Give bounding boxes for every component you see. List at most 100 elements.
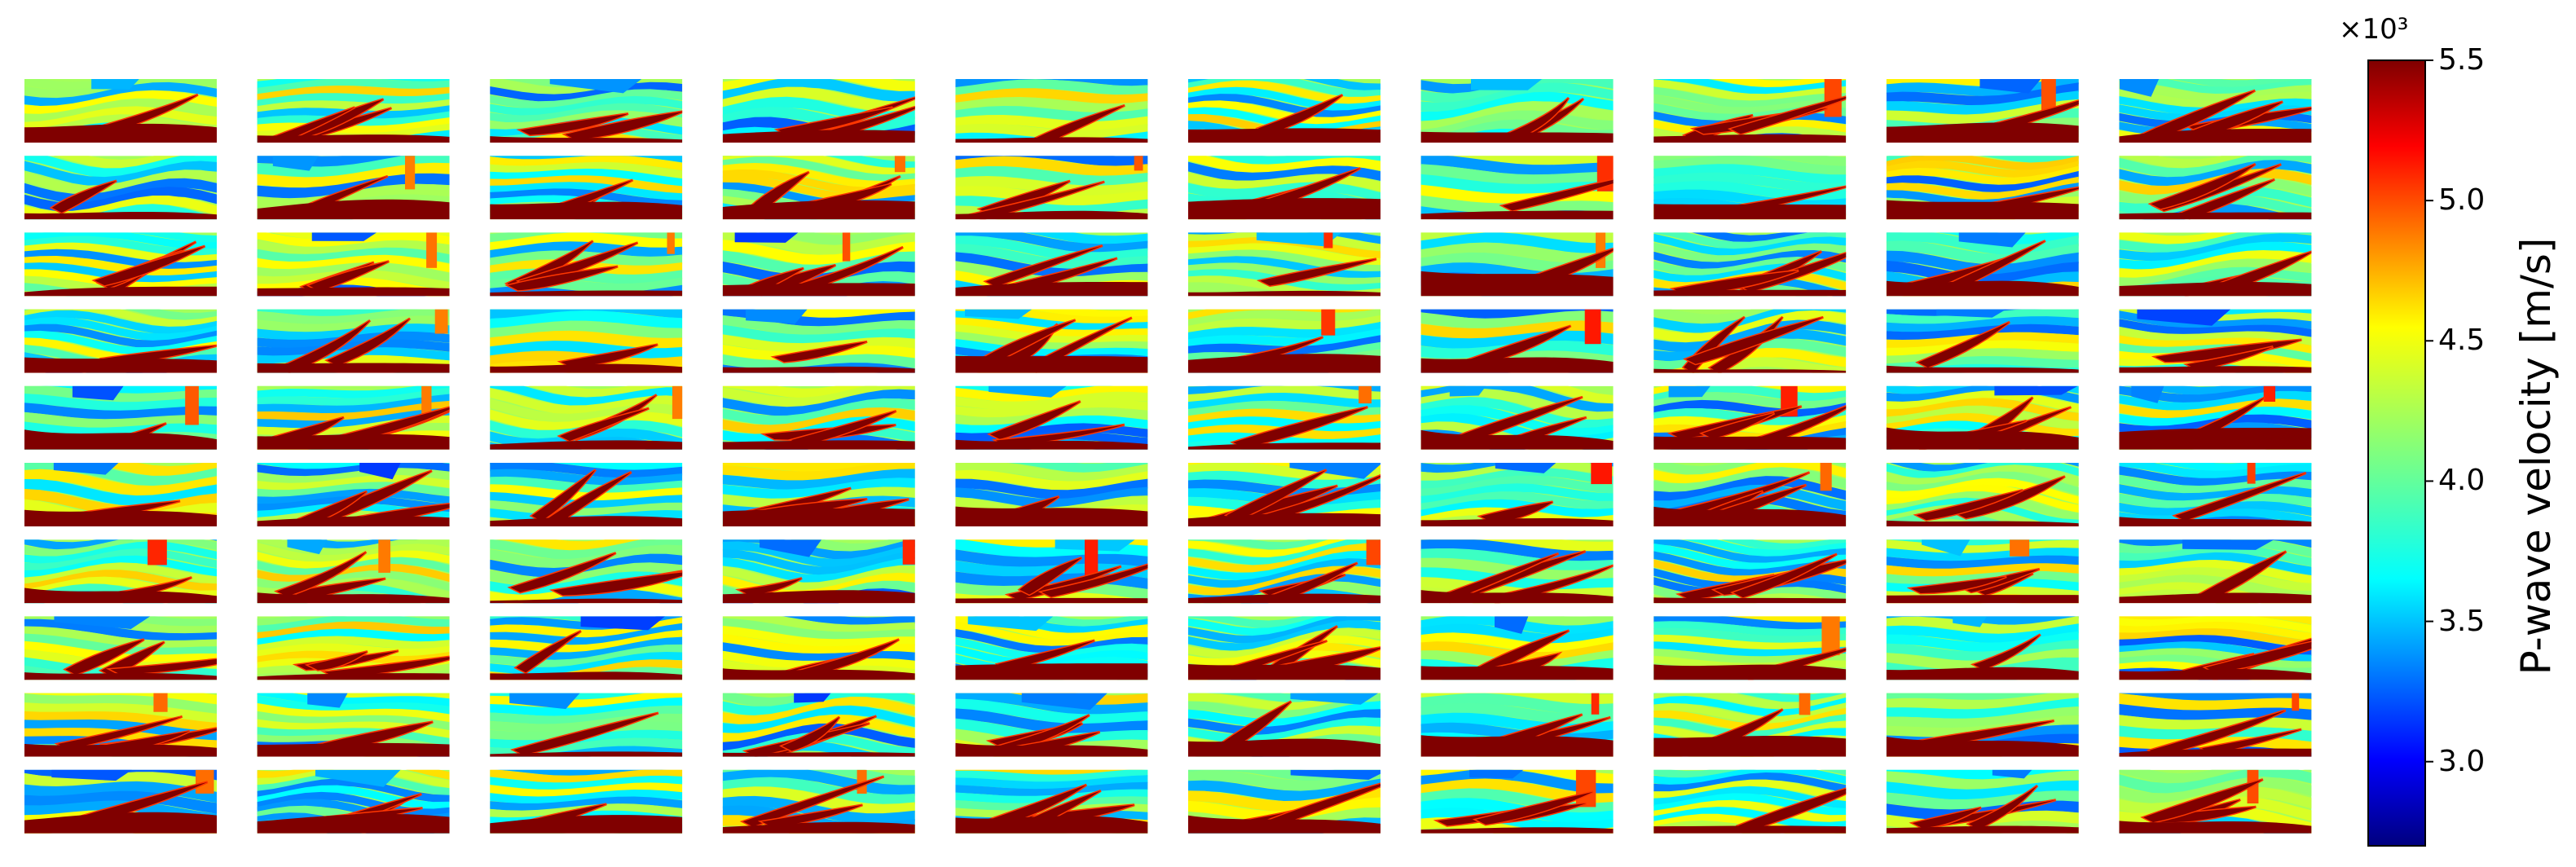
high-velocity-zone xyxy=(2247,769,2259,803)
sediment-layer xyxy=(1886,715,2079,737)
high-velocity-zone xyxy=(842,232,851,262)
high-velocity-zone xyxy=(1821,616,1840,656)
velocity-panel xyxy=(955,769,1148,834)
high-velocity-zone xyxy=(2010,539,2030,557)
salt-body xyxy=(1475,630,1570,675)
salt-body xyxy=(1738,788,1847,831)
salt-body xyxy=(2155,340,2302,362)
sediment-layer xyxy=(257,616,450,634)
velocity-panel xyxy=(722,79,915,143)
colorbar-tick-label: 5.5 xyxy=(2438,43,2486,77)
sediment-layer xyxy=(24,232,217,244)
salt-body xyxy=(319,721,434,750)
salt-base xyxy=(1886,737,2079,757)
sediment-layer xyxy=(257,577,450,601)
velocity-panel xyxy=(2119,385,2312,450)
sediment-layer xyxy=(1188,701,1380,728)
velocity-panel xyxy=(490,156,683,220)
sediment-layer xyxy=(490,95,683,117)
sediment-layer xyxy=(722,389,915,416)
sediment-layer xyxy=(955,97,1148,113)
sediment-layer xyxy=(24,204,217,220)
sediment-layer xyxy=(1420,616,1614,627)
sediment-layer xyxy=(490,463,683,471)
high-velocity-zone xyxy=(1591,463,1613,485)
sediment-layer xyxy=(24,403,217,420)
sediment-layer xyxy=(257,309,422,317)
salt-base xyxy=(24,286,217,297)
low-velocity-patch xyxy=(272,156,319,171)
sediment-layer xyxy=(722,126,915,143)
sediment-layer xyxy=(955,235,1148,262)
sediment-layer xyxy=(1653,156,1847,176)
low-velocity-patch xyxy=(307,693,348,708)
high-velocity-zone xyxy=(1085,539,1099,578)
salt-base xyxy=(1653,134,1847,143)
colorbar-scale-label: ×10³ xyxy=(2339,13,2409,46)
sediment-layer xyxy=(955,391,1148,411)
sediment-layer xyxy=(1886,623,2079,644)
salt-body xyxy=(2175,473,2306,521)
sediment-layer xyxy=(1886,640,2079,662)
sediment-layer xyxy=(257,400,450,421)
velocity-panel xyxy=(257,769,450,834)
salt-body xyxy=(65,639,144,675)
sediment-layer xyxy=(490,697,683,716)
velocity-panel xyxy=(1420,79,1614,143)
sediment-layer xyxy=(1420,769,1614,785)
sediment-layer xyxy=(1692,232,1826,244)
high-velocity-zone xyxy=(378,539,391,573)
salt-body xyxy=(1968,786,2037,830)
sediment-layer xyxy=(24,633,217,657)
sediment-layer xyxy=(1653,568,1847,590)
velocity-panel xyxy=(2119,463,2312,526)
sediment-layer xyxy=(955,261,1148,287)
salt-body xyxy=(2198,551,2287,601)
velocity-panel xyxy=(1653,769,1847,834)
low-velocity-patch xyxy=(1668,385,1711,398)
sediment-layer xyxy=(1886,156,2079,171)
high-velocity-zone xyxy=(672,385,683,420)
sediment-layer xyxy=(2119,769,2312,794)
sediment-layer xyxy=(955,324,1148,345)
sediment-layer xyxy=(1420,499,1614,519)
salt-body xyxy=(559,408,650,442)
sediment-layer xyxy=(1188,416,1380,433)
salt-base xyxy=(2119,128,2312,143)
high-velocity-zone xyxy=(1321,309,1336,336)
low-velocity-patch xyxy=(54,616,151,630)
salt-base xyxy=(2119,821,2312,834)
velocity-panel xyxy=(24,79,217,143)
sediment-layer xyxy=(2119,560,2312,584)
sediment-layer xyxy=(2119,88,2312,108)
salt-base xyxy=(722,440,915,450)
salt-body xyxy=(2201,729,2301,754)
sediment-layer xyxy=(1886,555,2079,570)
velocity-panel xyxy=(955,693,1148,757)
low-velocity-patch xyxy=(2120,79,2160,97)
sediment-layer xyxy=(1886,405,2079,430)
low-velocity-patch xyxy=(794,693,831,703)
salt-base xyxy=(24,123,217,143)
sediment-layer xyxy=(722,334,915,353)
salt-body xyxy=(1912,808,1981,829)
sediment-layer xyxy=(24,539,217,550)
high-velocity-zone xyxy=(1323,232,1333,249)
sediment-layer xyxy=(2119,232,2312,253)
sediment-layer xyxy=(722,156,915,183)
sediment-layer xyxy=(1653,799,1847,823)
salt-base xyxy=(1653,436,1847,450)
sediment-layer xyxy=(722,463,895,473)
sediment-layer xyxy=(722,398,915,425)
sediment-layer xyxy=(1886,240,2079,266)
sediment-layer xyxy=(257,539,450,557)
salt-base xyxy=(1886,520,2079,526)
sediment-layer xyxy=(257,778,450,803)
velocity-panel xyxy=(257,232,450,297)
sediment-layer xyxy=(955,463,1148,473)
high-velocity-zone xyxy=(1358,385,1372,404)
sediment-layer xyxy=(1653,103,1847,122)
sediment-layer xyxy=(1886,160,2079,178)
sediment-layer xyxy=(1188,778,1380,802)
